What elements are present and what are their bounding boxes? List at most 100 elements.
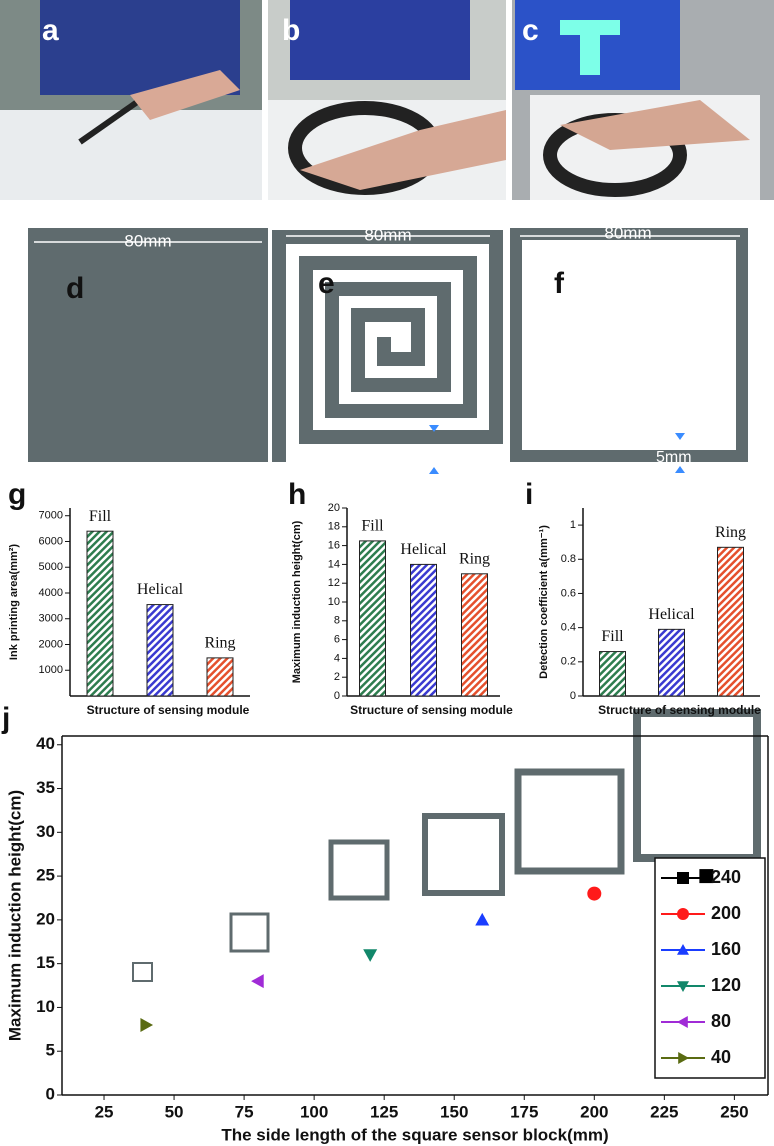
category-label: Fill bbox=[601, 628, 624, 645]
y-tick-label: 4000 bbox=[39, 587, 63, 599]
marker bbox=[363, 949, 378, 962]
category-label: Ring bbox=[715, 524, 746, 541]
y-tick-label: 7000 bbox=[39, 510, 63, 522]
pattern-d: 80mm d bbox=[28, 228, 268, 462]
marker bbox=[677, 1016, 688, 1028]
x-tick-label: 100 bbox=[300, 1102, 328, 1121]
y-tick-label: 16 bbox=[328, 540, 340, 552]
panel-label: g bbox=[8, 478, 26, 511]
marker bbox=[251, 974, 264, 989]
x-tick-label: 50 bbox=[165, 1102, 184, 1121]
legend-box bbox=[654, 857, 766, 1079]
y-tick-label: 35 bbox=[36, 778, 55, 797]
photo-c: c bbox=[512, 0, 774, 200]
y-tick-label: 0 bbox=[46, 1084, 55, 1103]
pattern-e: 80mm e 5mm bbox=[270, 225, 505, 474]
y-tick-label: 8 bbox=[334, 615, 340, 627]
bar bbox=[359, 540, 386, 697]
marker bbox=[677, 872, 689, 884]
x-tick-label: 225 bbox=[650, 1102, 678, 1121]
y-tick-label: 14 bbox=[328, 558, 340, 570]
y-tick-label: 1 bbox=[570, 519, 576, 531]
y-tick-label: 12 bbox=[328, 577, 340, 589]
marker bbox=[699, 869, 714, 884]
x-axis-label: Structure of sensing module bbox=[87, 703, 250, 717]
width-label: 80mm bbox=[124, 231, 171, 250]
y-tick-label: 10 bbox=[328, 596, 340, 608]
panel-label: e bbox=[318, 267, 335, 300]
y-tick-label: 25 bbox=[36, 866, 55, 885]
legend-label: 160 bbox=[711, 939, 741, 959]
y-tick-label: 0.6 bbox=[561, 587, 576, 599]
panel-label: c bbox=[522, 14, 539, 47]
y-tick-label: 0 bbox=[570, 690, 576, 702]
marker bbox=[475, 912, 490, 926]
bar bbox=[146, 604, 174, 697]
x-tick-label: 25 bbox=[95, 1102, 114, 1121]
y-tick-label: 0 bbox=[334, 690, 340, 702]
marker bbox=[677, 908, 689, 920]
y-tick-label: 30 bbox=[36, 822, 55, 841]
legend-label: 120 bbox=[711, 975, 741, 995]
gap-label: 5mm bbox=[430, 448, 466, 465]
gap-label: 5mm bbox=[656, 449, 692, 466]
category-label: Helical bbox=[400, 541, 447, 558]
panel-label: i bbox=[525, 478, 533, 511]
category-label: Fill bbox=[361, 518, 384, 535]
category-label: Helical bbox=[648, 606, 695, 623]
marker bbox=[677, 944, 689, 955]
photo-a: a bbox=[0, 0, 262, 200]
category-label: Ring bbox=[459, 550, 490, 567]
y-tick-label: 6 bbox=[334, 634, 340, 646]
panel-label: b bbox=[282, 14, 300, 47]
bar bbox=[658, 628, 685, 697]
y-tick-label: 2000 bbox=[39, 638, 63, 650]
bar bbox=[461, 573, 488, 697]
x-tick-label: 150 bbox=[440, 1102, 468, 1121]
legend-label: 200 bbox=[711, 903, 741, 923]
y-axis-label: Maximum induction height(cm) bbox=[291, 520, 303, 683]
x-tick-label: 250 bbox=[720, 1102, 748, 1121]
y-tick-label: 6000 bbox=[39, 535, 63, 547]
bar bbox=[599, 651, 626, 697]
bar bbox=[410, 563, 437, 697]
y-tick-label: 0.4 bbox=[561, 622, 576, 634]
width-label: 80mm bbox=[604, 223, 651, 242]
y-tick-label: 10 bbox=[36, 997, 55, 1016]
panel-label: f bbox=[554, 267, 565, 300]
panel-label: h bbox=[288, 478, 306, 511]
marker bbox=[587, 886, 602, 901]
legend-label: 240 bbox=[711, 867, 741, 887]
legend-label: 40 bbox=[711, 1047, 731, 1067]
legend-label: 80 bbox=[711, 1011, 731, 1031]
panel-label: j bbox=[1, 702, 10, 735]
category-label: Fill bbox=[89, 508, 112, 525]
category-label: Ring bbox=[204, 635, 235, 652]
x-tick-label: 125 bbox=[370, 1102, 398, 1121]
y-tick-label: 0.8 bbox=[561, 553, 576, 565]
y-tick-label: 20 bbox=[328, 502, 340, 514]
y-axis-label: Ink printing area(mm²) bbox=[8, 544, 20, 660]
y-tick-label: 40 bbox=[36, 734, 55, 753]
y-tick-label: 20 bbox=[36, 909, 55, 928]
marker bbox=[140, 1017, 154, 1032]
bar bbox=[206, 657, 234, 697]
y-tick-label: 1000 bbox=[39, 664, 63, 676]
y-tick-label: 5000 bbox=[39, 561, 63, 573]
y-tick-label: 18 bbox=[328, 521, 340, 533]
marker bbox=[677, 981, 689, 992]
y-tick-label: 2 bbox=[334, 671, 340, 683]
width-label: 80mm bbox=[364, 225, 411, 244]
y-axis-label: Detection coefficient a(mm⁻¹) bbox=[538, 525, 550, 679]
x-tick-label: 200 bbox=[580, 1102, 608, 1121]
photo-b: b bbox=[268, 0, 506, 200]
y-tick-label: 0.2 bbox=[561, 656, 576, 668]
bar bbox=[717, 546, 744, 697]
y-tick-label: 4 bbox=[334, 652, 340, 664]
pattern-f: 80mm f 5mm bbox=[510, 223, 748, 473]
y-tick-label: 3000 bbox=[39, 613, 63, 625]
panel-label: d bbox=[66, 272, 84, 305]
x-axis-label: Structure of sensing module bbox=[350, 703, 513, 717]
